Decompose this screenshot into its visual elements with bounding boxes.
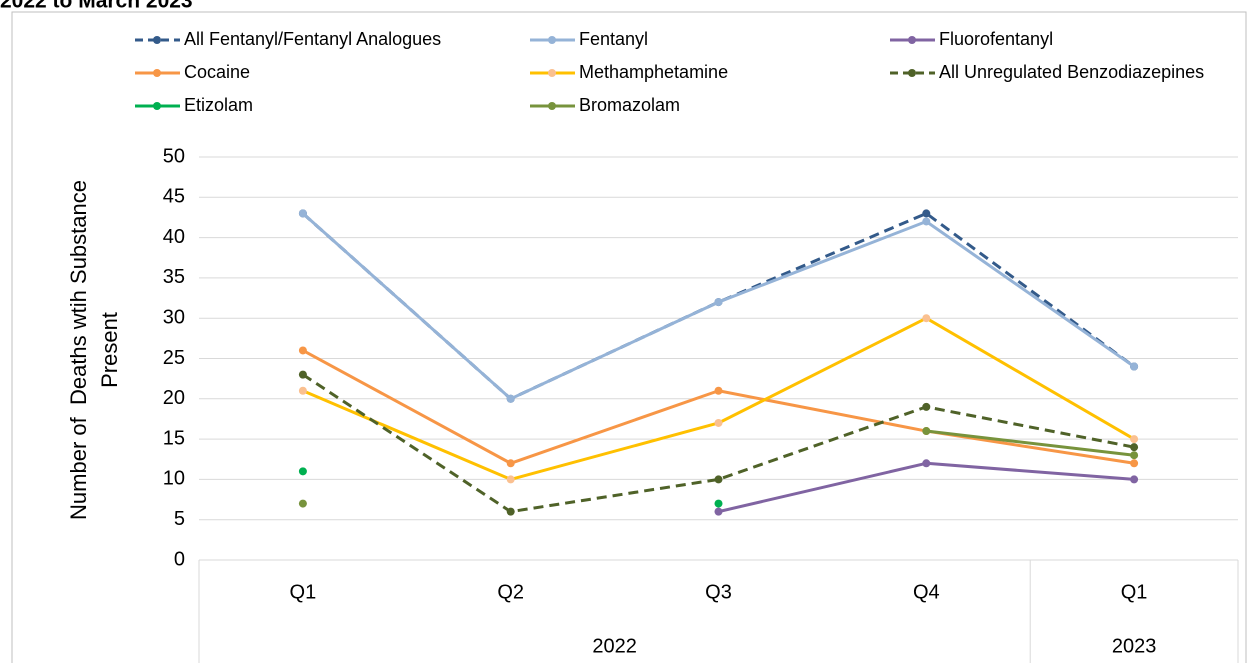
series-line bbox=[926, 429, 1135, 457]
y-axis-label: Number of Deaths wtih Substance Present bbox=[66, 180, 122, 520]
data-point bbox=[506, 475, 515, 484]
data-point bbox=[298, 386, 307, 395]
data-point bbox=[298, 209, 307, 218]
group-label: 2022 bbox=[592, 635, 637, 657]
y-tick-label: 15 bbox=[163, 427, 185, 449]
y-tick-label: 40 bbox=[163, 226, 185, 248]
group-label: 2023 bbox=[1112, 635, 1157, 657]
y-tick-label: 25 bbox=[163, 347, 185, 369]
x-tick-label: Q1 bbox=[290, 581, 317, 603]
data-point bbox=[506, 394, 515, 403]
data-point bbox=[1130, 451, 1139, 460]
y-tick-label: 10 bbox=[163, 468, 185, 490]
y-tick-label: 20 bbox=[163, 387, 185, 409]
legend-label: Etizolam bbox=[184, 95, 253, 115]
chart-title: 2022 to March 2023 bbox=[0, 0, 193, 13]
legend-marker bbox=[153, 102, 161, 110]
legend-marker bbox=[908, 36, 916, 44]
y-tick-label: 5 bbox=[174, 508, 185, 530]
data-point bbox=[922, 209, 931, 218]
legend-label: Bromazolam bbox=[579, 95, 680, 115]
series-line bbox=[301, 212, 1135, 401]
chart-border bbox=[11, 11, 1247, 663]
x-tick-label: Q4 bbox=[913, 581, 940, 603]
y-axis-label-line: Present bbox=[97, 312, 122, 388]
y-tick-label: 30 bbox=[163, 306, 185, 328]
y-tick-label: 45 bbox=[163, 186, 185, 208]
legend-marker bbox=[548, 36, 556, 44]
data-point bbox=[922, 427, 931, 436]
data-point bbox=[506, 507, 515, 516]
data-point bbox=[714, 499, 723, 508]
data-point bbox=[1130, 443, 1139, 452]
data-point bbox=[298, 499, 307, 508]
data-point bbox=[506, 459, 515, 468]
series-line bbox=[302, 373, 1135, 514]
x-tick-label: Q2 bbox=[497, 581, 524, 603]
legend-label: Fentanyl bbox=[579, 29, 648, 49]
data-point bbox=[298, 370, 307, 379]
legend-label: Methamphetamine bbox=[579, 62, 728, 82]
data-point bbox=[1130, 435, 1139, 444]
x-tick-label: Q3 bbox=[705, 581, 732, 603]
data-point bbox=[298, 467, 307, 476]
y-axis-label-line: Number of Deaths wtih Substance bbox=[66, 180, 91, 520]
legend-label: Cocaine bbox=[184, 62, 250, 82]
legend-marker bbox=[153, 36, 161, 44]
legend-marker bbox=[548, 102, 556, 110]
legend-marker bbox=[153, 69, 161, 77]
data-point bbox=[1130, 459, 1139, 468]
data-point bbox=[298, 346, 307, 355]
data-point bbox=[714, 418, 723, 427]
data-point bbox=[714, 298, 723, 307]
data-point bbox=[714, 507, 723, 516]
legend-marker bbox=[548, 69, 556, 77]
data-point bbox=[1130, 362, 1139, 371]
series-line bbox=[718, 461, 1135, 514]
y-tick-label: 35 bbox=[163, 266, 185, 288]
y-tick-label: 50 bbox=[163, 145, 185, 167]
data-point bbox=[714, 386, 723, 395]
data-point bbox=[922, 217, 931, 226]
data-point bbox=[922, 459, 931, 468]
legend-label: All Fentanyl/Fentanyl Analogues bbox=[184, 29, 441, 49]
data-point bbox=[922, 314, 931, 323]
data-point bbox=[922, 402, 931, 411]
x-tick-label: Q1 bbox=[1121, 581, 1148, 603]
data-point bbox=[714, 475, 723, 484]
legend-marker bbox=[908, 69, 916, 77]
y-tick-label: 0 bbox=[174, 548, 185, 570]
legend-label: All Unregulated Benzodiazepines bbox=[939, 62, 1204, 82]
series-line bbox=[301, 211, 1135, 401]
legend-label: Fluorofentanyl bbox=[939, 29, 1053, 49]
data-point bbox=[1130, 475, 1139, 484]
